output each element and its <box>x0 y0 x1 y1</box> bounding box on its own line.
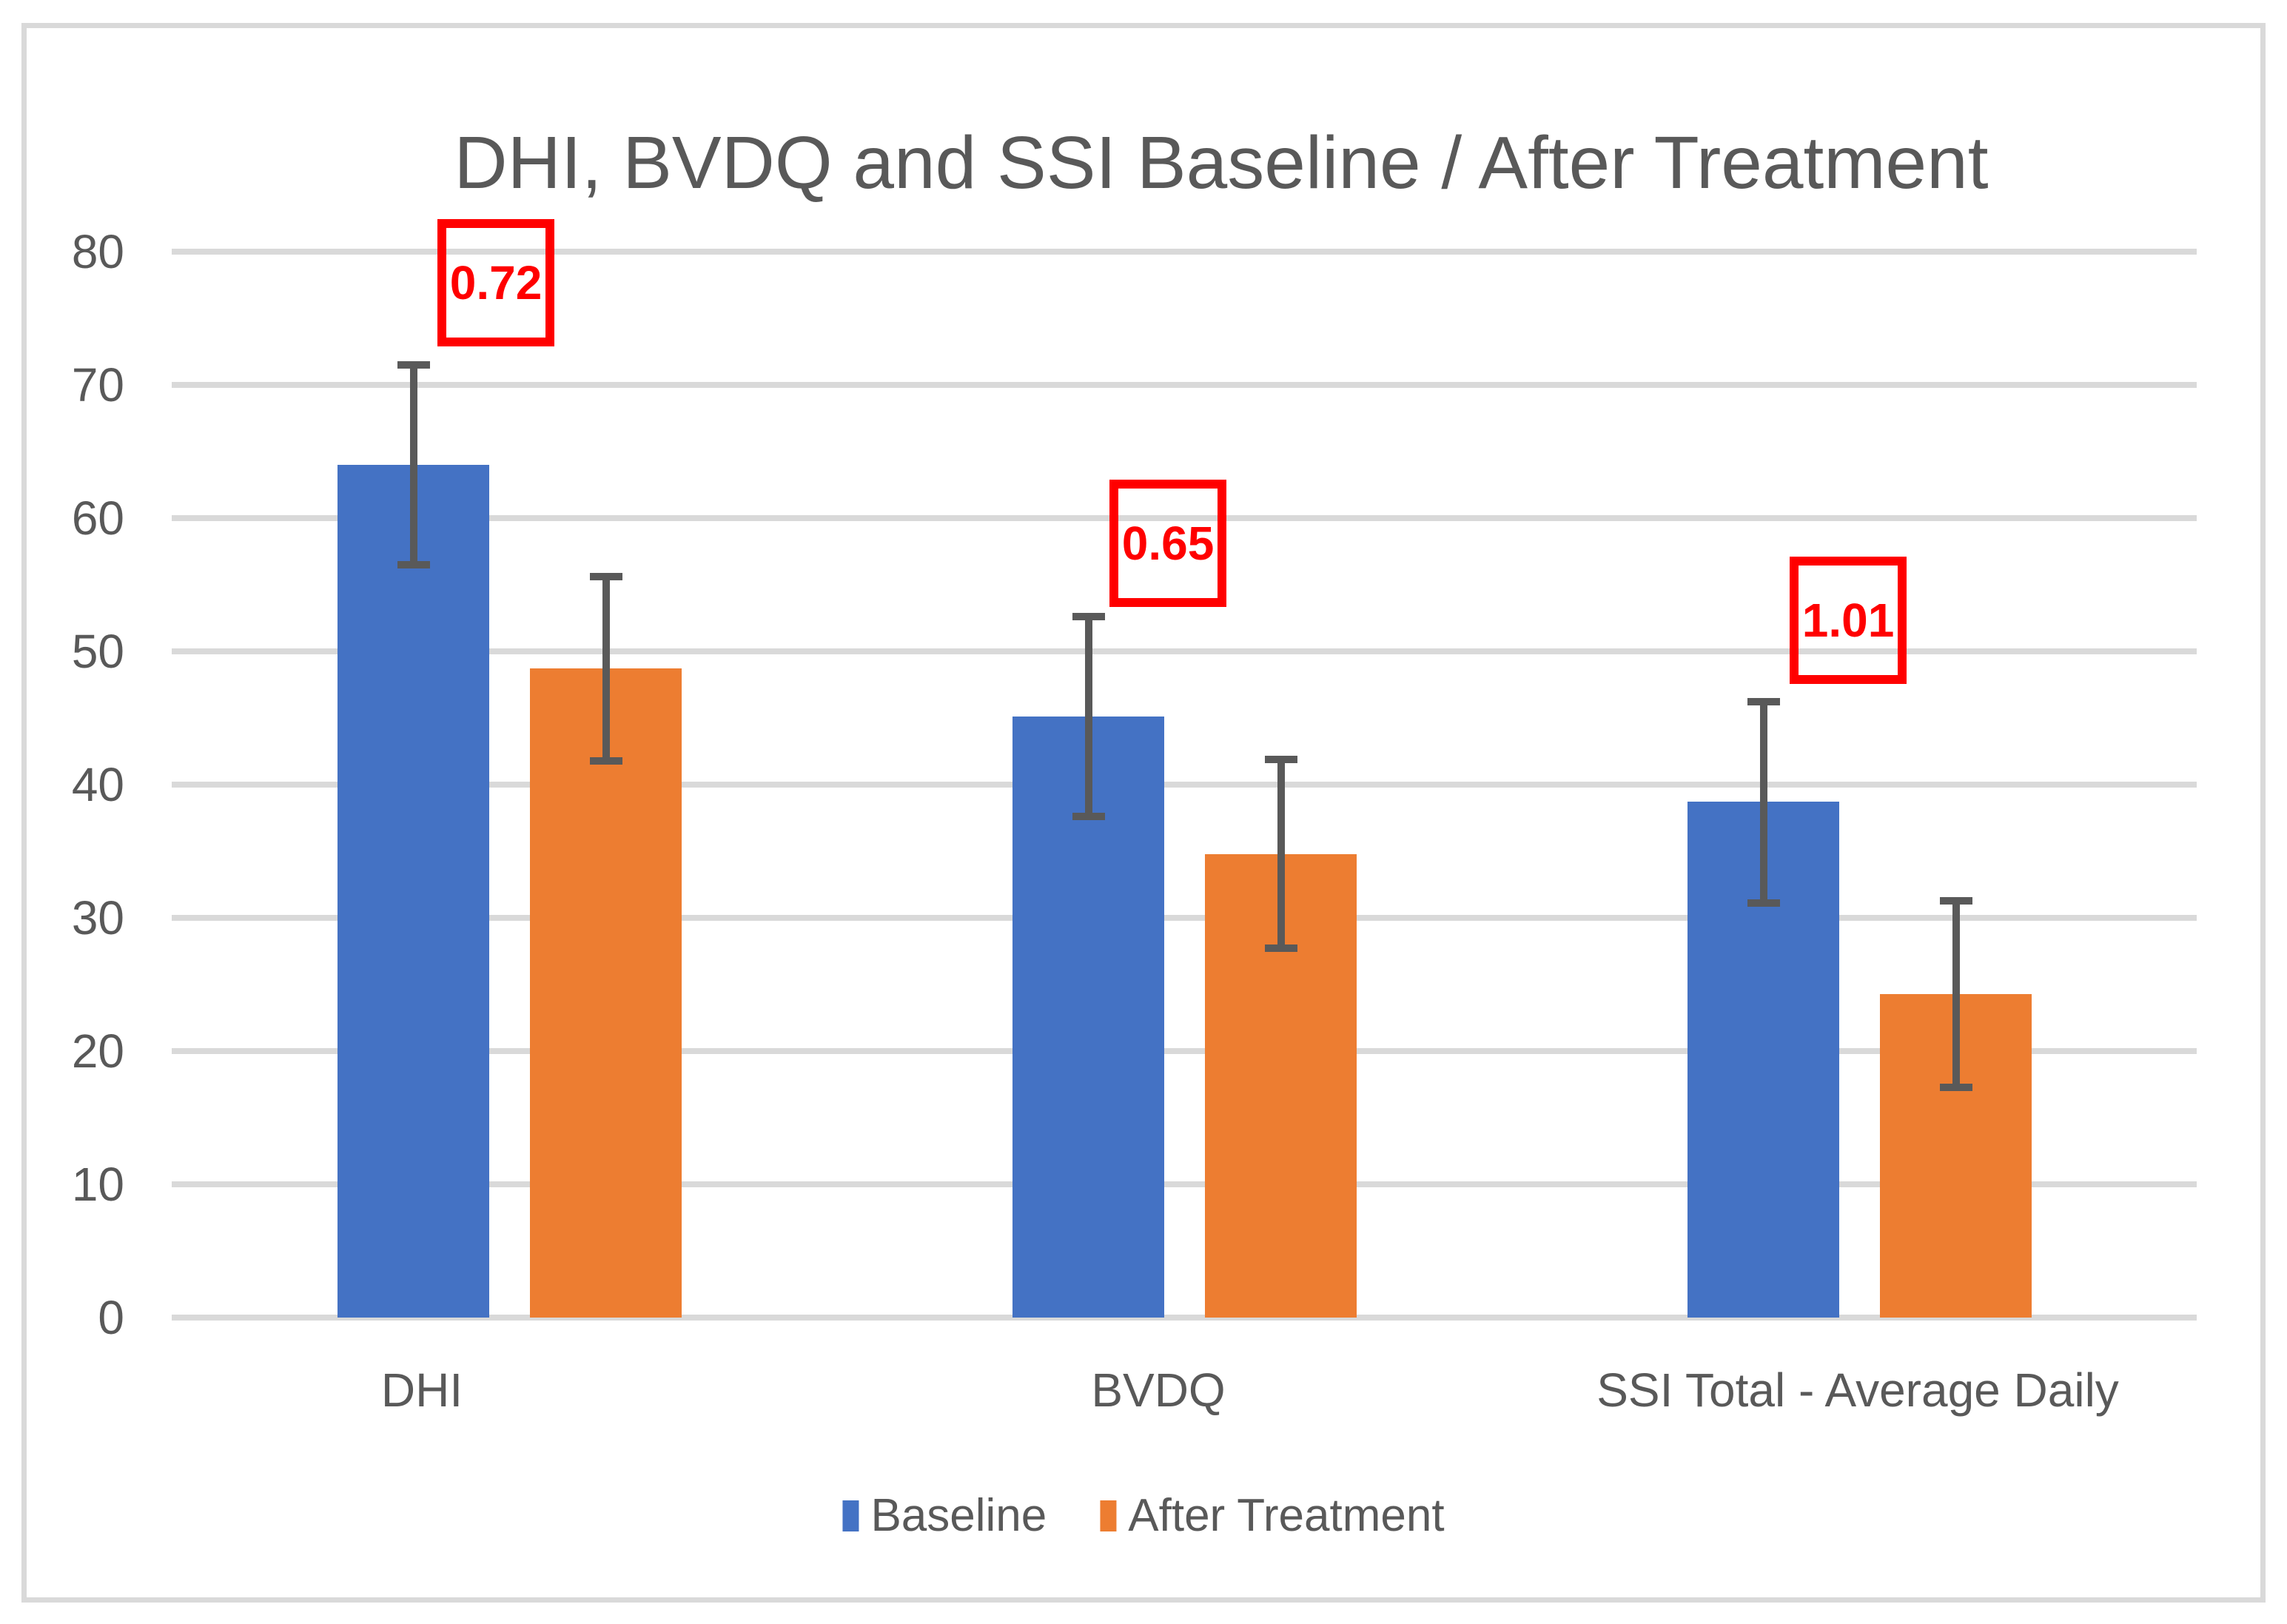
error-bar-top-cap-after-treatment-bvdq <box>1264 755 1297 763</box>
legend-label-after-treatment: After Treatment <box>1128 1490 1445 1541</box>
y-tick-label-20: 20 <box>71 1024 124 1078</box>
y-tick-label-70: 70 <box>71 358 124 412</box>
legend-swatch-after-treatment <box>1100 1500 1117 1531</box>
effect-size-box-bvdq: 0.65 <box>1109 480 1226 607</box>
legend-label-baseline: Baseline <box>870 1490 1047 1541</box>
bar-after-treatment-dhi <box>530 668 682 1318</box>
gridline-10 <box>172 1181 2197 1187</box>
error-bar-bottom-cap-baseline-ssi-total-average-daily <box>1747 899 1780 907</box>
y-tick-label-30: 30 <box>71 891 124 944</box>
error-bar-top-cap-baseline-bvdq <box>1072 613 1105 621</box>
effect-size-box-dhi: 0.72 <box>437 219 554 346</box>
bar-baseline-dhi <box>337 465 489 1318</box>
error-bar-after-treatment-bvdq <box>1277 759 1285 949</box>
error-bar-baseline-dhi <box>409 365 417 565</box>
y-tick-label-60: 60 <box>71 491 124 545</box>
legend-item-baseline: Baseline <box>842 1489 1047 1542</box>
gridline-20 <box>172 1048 2197 1054</box>
y-tick-label-80: 80 <box>71 225 124 278</box>
legend-item-after-treatment: After Treatment <box>1100 1489 1445 1542</box>
x-axis-line <box>172 1315 2197 1321</box>
y-tick-label-50: 50 <box>71 625 124 678</box>
chart-title: DHI, BVDQ and SSI Baseline / After Treat… <box>454 121 1989 204</box>
error-bar-baseline-bvdq <box>1084 617 1092 817</box>
error-bar-baseline-ssi-total-average-daily <box>1759 702 1767 904</box>
error-bar-bottom-cap-after-treatment-ssi-total-average-daily <box>1939 1083 1972 1091</box>
error-bar-top-cap-after-treatment-dhi <box>589 573 622 581</box>
y-tick-label-0: 0 <box>98 1291 124 1344</box>
gridline-80 <box>172 249 2197 255</box>
x-axis-category-label-dhi: DHI <box>380 1363 463 1417</box>
error-bar-top-cap-after-treatment-ssi-total-average-daily <box>1939 896 1972 905</box>
gridline-60 <box>172 515 2197 521</box>
gridline-70 <box>172 382 2197 388</box>
legend: Baseline After Treatment <box>842 1489 1445 1542</box>
error-bar-bottom-cap-baseline-dhi <box>397 561 430 568</box>
y-tick-label-10: 10 <box>71 1158 124 1211</box>
error-bar-after-treatment-dhi <box>602 577 610 761</box>
error-bar-top-cap-baseline-ssi-total-average-daily <box>1747 698 1780 706</box>
error-bar-top-cap-baseline-dhi <box>397 361 430 369</box>
error-bar-after-treatment-ssi-total-average-daily <box>1952 900 1960 1087</box>
y-tick-label-40: 40 <box>71 758 124 811</box>
error-bar-bottom-cap-after-treatment-bvdq <box>1264 944 1297 953</box>
effect-size-box-ssi-total-average-daily: 1.01 <box>1790 557 1907 684</box>
gridline-40 <box>172 782 2197 788</box>
x-axis-category-label-ssi-total-average-daily: SSI Total - Average Daily <box>1596 1363 2119 1417</box>
gridline-30 <box>172 915 2197 921</box>
legend-swatch-baseline <box>842 1500 859 1531</box>
chart-border-frame <box>21 23 2266 1603</box>
error-bar-bottom-cap-baseline-bvdq <box>1072 813 1105 821</box>
error-bar-bottom-cap-after-treatment-dhi <box>589 756 622 765</box>
x-axis-category-label-bvdq: BVDQ <box>1091 1363 1226 1417</box>
gridline-50 <box>172 648 2197 654</box>
